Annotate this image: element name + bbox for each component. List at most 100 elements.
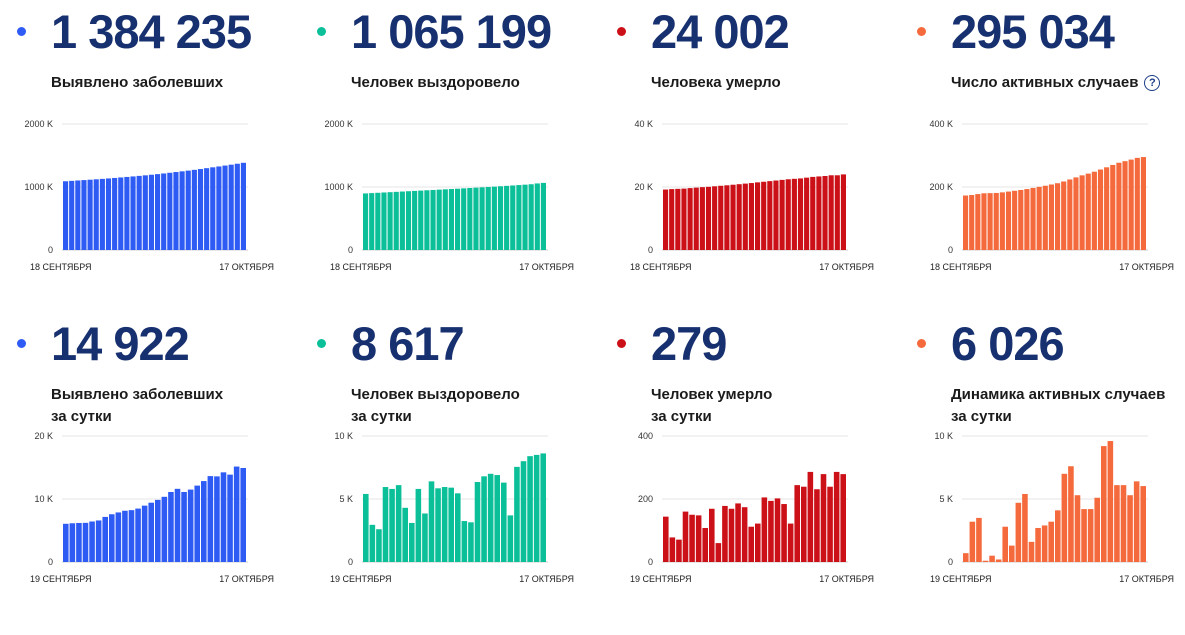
bar xyxy=(455,493,461,562)
bar xyxy=(1055,510,1061,562)
bar xyxy=(1073,177,1079,250)
bar xyxy=(1048,184,1054,250)
y-tick-label: 0 xyxy=(348,245,353,255)
stat-label: Человек выздоровело за сутки xyxy=(351,384,520,428)
bar xyxy=(705,186,712,250)
bar xyxy=(1061,473,1068,562)
bar xyxy=(1133,481,1140,562)
bar xyxy=(448,189,454,250)
stat-label-line1: Человек выздоровело xyxy=(351,74,520,91)
y-tick-label: 0 xyxy=(648,557,653,567)
bar xyxy=(1012,190,1018,250)
y-tick-label: 0 xyxy=(48,557,53,567)
bar xyxy=(1005,191,1012,250)
y-tick-label: 0 xyxy=(48,245,53,255)
series-dot xyxy=(317,27,326,36)
bar-chart: 400 200 0 19 СЕНТЯБРЯ 17 ОКТЯБРЯ xyxy=(630,431,874,584)
bar xyxy=(240,162,246,250)
bar xyxy=(222,165,228,250)
bar xyxy=(676,539,682,562)
bar xyxy=(1067,179,1073,250)
bar xyxy=(1002,526,1008,562)
bar xyxy=(448,487,454,562)
bar xyxy=(833,471,840,562)
bar xyxy=(393,191,399,250)
bar xyxy=(1028,541,1035,562)
bar xyxy=(724,185,730,250)
bar xyxy=(497,186,504,250)
x-start-label: 19 СЕНТЯБРЯ xyxy=(630,574,692,584)
bar xyxy=(712,186,718,250)
y-tick-label: 40 K xyxy=(634,119,653,129)
bar xyxy=(112,177,118,250)
stat-value: 1 384 235 xyxy=(51,5,252,58)
x-end-label: 17 ОКТЯБРЯ xyxy=(1119,262,1174,272)
bar xyxy=(233,466,240,562)
bar xyxy=(1128,159,1134,250)
bar xyxy=(768,500,774,562)
bar xyxy=(1116,162,1122,250)
bar xyxy=(828,175,834,250)
bar xyxy=(105,178,112,250)
bar xyxy=(801,486,807,562)
bar xyxy=(207,476,214,562)
bar xyxy=(681,188,687,250)
bar xyxy=(1079,175,1085,250)
bar xyxy=(840,474,846,562)
bar xyxy=(804,177,810,250)
stat-label: Человек умерло за сутки xyxy=(651,384,772,428)
y-tick-label: 2000 K xyxy=(324,119,353,129)
y-tick-label: 400 K xyxy=(929,119,953,129)
bar xyxy=(510,185,516,250)
bar xyxy=(194,485,200,562)
series-dot xyxy=(17,339,26,348)
bar xyxy=(155,499,161,562)
bar xyxy=(161,496,168,562)
bar xyxy=(1107,441,1114,562)
bar xyxy=(540,453,546,562)
stat-label-line1: Человек выздоровело xyxy=(351,386,520,403)
bar xyxy=(442,189,448,250)
bar xyxy=(533,454,540,562)
bar xyxy=(197,169,204,250)
bar xyxy=(122,510,128,562)
stat-value: 8 617 xyxy=(351,317,465,370)
bar xyxy=(1055,183,1061,250)
x-start-label: 18 СЕНТЯБРЯ xyxy=(630,262,692,272)
bar xyxy=(220,472,227,562)
bar xyxy=(76,522,82,562)
bar xyxy=(1104,167,1110,250)
bar xyxy=(1091,171,1097,250)
bar xyxy=(142,175,148,250)
bar xyxy=(363,193,369,250)
x-start-label: 19 СЕНТЯБРЯ xyxy=(330,574,392,584)
bar xyxy=(227,474,233,562)
bar xyxy=(115,512,122,562)
bar-chart: 2000 K 1000 K 0 18 СЕНТЯБРЯ 17 ОКТЯБРЯ xyxy=(324,119,574,272)
x-end-label: 17 ОКТЯБРЯ xyxy=(519,574,574,584)
stat-label-line2: за сутки xyxy=(51,408,112,425)
help-icon[interactable]: ? xyxy=(1144,75,1161,91)
bar xyxy=(1042,185,1048,250)
bar xyxy=(722,505,728,562)
card-total-recovered: 1 065 199 Человек выздоровело 2000 K 1000 K… xyxy=(300,0,590,300)
bar xyxy=(491,186,497,250)
bar xyxy=(820,474,827,562)
bar xyxy=(1097,169,1104,250)
stat-label-line1: Выявлено заболевших xyxy=(51,386,224,403)
bar xyxy=(735,503,741,562)
bar xyxy=(487,473,494,562)
bar-chart: 10 K 5 K 0 19 СЕНТЯБРЯ 17 ОКТЯБРЯ xyxy=(930,431,1174,584)
bar xyxy=(87,179,93,250)
bar xyxy=(168,491,174,562)
y-tick-label: 200 K xyxy=(929,182,953,192)
bar xyxy=(981,193,987,250)
stat-label-line1: Человек умерло xyxy=(651,386,773,403)
bar xyxy=(428,481,435,562)
bar xyxy=(1085,173,1091,250)
stat-label-line1: Число активных случаев xyxy=(951,74,1139,91)
bar xyxy=(963,553,969,562)
bar xyxy=(63,523,69,562)
bar xyxy=(435,488,441,562)
bar xyxy=(412,190,418,250)
